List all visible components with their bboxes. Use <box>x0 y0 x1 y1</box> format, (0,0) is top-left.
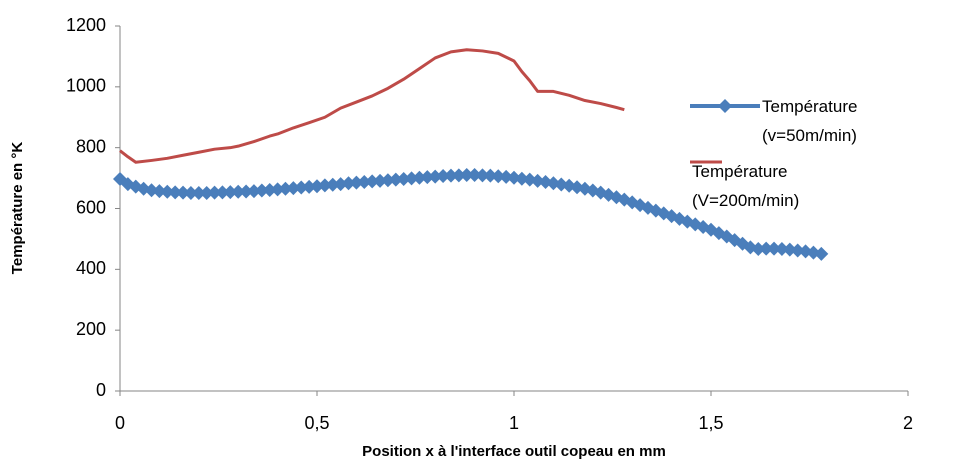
marker <box>428 169 443 184</box>
marker <box>294 180 309 195</box>
marker <box>483 168 498 183</box>
marker <box>199 185 214 200</box>
marker <box>254 183 269 198</box>
marker <box>120 177 135 192</box>
marker <box>262 182 277 197</box>
y-tick-label: 400 <box>76 258 106 278</box>
marker <box>152 184 167 199</box>
legend-label: Température (V=200m/min) <box>692 162 800 210</box>
y-tick-label: 1200 <box>66 15 106 35</box>
marker <box>325 177 340 192</box>
marker <box>814 246 829 261</box>
x-tick-label: 1 <box>509 413 519 433</box>
marker <box>491 169 506 184</box>
marker <box>774 241 789 256</box>
x-tick-label: 1,5 <box>698 413 723 433</box>
marker <box>302 179 317 194</box>
marker <box>349 175 364 190</box>
legend-marker <box>718 99 732 113</box>
y-tick-label: 1000 <box>66 76 106 96</box>
y-axis-title: Température en °K <box>9 142 26 275</box>
marker <box>475 168 490 183</box>
y-tick-label: 600 <box>76 197 106 217</box>
marker <box>207 185 222 200</box>
y-tick-label: 200 <box>76 319 106 339</box>
x-axis-title: Position x à l'interface outil copeau en… <box>362 443 666 460</box>
marker <box>759 241 774 256</box>
marker <box>388 172 403 187</box>
x-tick-label: 0,5 <box>304 413 329 433</box>
marker <box>373 173 388 188</box>
marker <box>160 184 175 199</box>
marker <box>420 170 435 185</box>
marker <box>317 178 332 193</box>
y-tick-label: 0 <box>96 380 106 400</box>
marker <box>798 244 813 259</box>
marker <box>270 182 285 197</box>
marker <box>751 241 766 256</box>
marker <box>191 185 206 200</box>
y-tick-label: 800 <box>76 136 106 156</box>
marker <box>451 168 466 183</box>
marker <box>767 241 782 256</box>
marker <box>183 185 198 200</box>
marker <box>341 176 356 191</box>
marker <box>380 173 395 188</box>
marker <box>467 168 482 183</box>
x-tick-label: 0 <box>115 413 125 433</box>
marker <box>459 168 474 183</box>
marker <box>215 185 230 200</box>
marker <box>357 175 372 190</box>
marker <box>239 184 254 199</box>
marker <box>412 170 427 185</box>
marker <box>176 185 191 200</box>
x-tick-label: 2 <box>903 413 913 433</box>
marker <box>168 185 183 200</box>
legend-label: Température (v=50m/min) <box>762 97 858 145</box>
marker <box>286 181 301 196</box>
marker <box>278 181 293 196</box>
marker <box>436 168 451 183</box>
marker <box>404 171 419 186</box>
marker <box>443 168 458 183</box>
marker <box>396 171 411 186</box>
marker <box>223 185 238 200</box>
marker <box>246 184 261 199</box>
marker <box>231 184 246 199</box>
series-line <box>119 48 625 164</box>
marker <box>365 174 380 189</box>
